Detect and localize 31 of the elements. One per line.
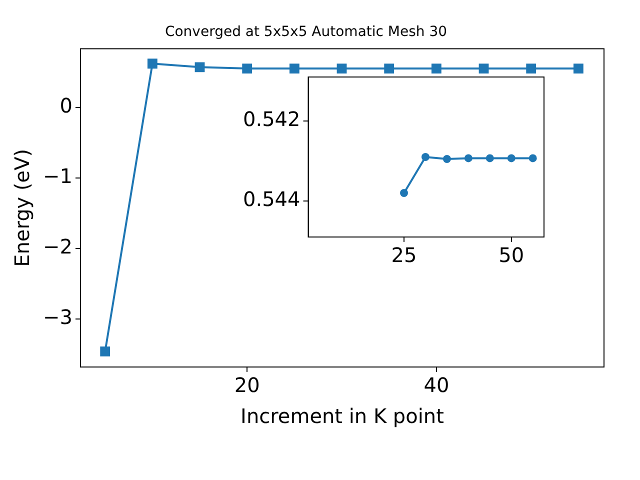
point — [384, 64, 394, 74]
point — [573, 64, 584, 74]
y-axis-title: Energy (eV) — [10, 148, 34, 267]
point — [421, 153, 430, 161]
y-tick-label: 0.544 — [242, 187, 300, 212]
point — [431, 64, 442, 74]
point — [289, 64, 300, 74]
point — [486, 154, 494, 162]
x-tick-label: 20 — [234, 373, 260, 398]
x-tick-label: 40 — [424, 373, 450, 398]
y-tick-label: −1 — [43, 164, 72, 188]
point — [100, 346, 110, 356]
y-tick-label: −2 — [43, 234, 72, 259]
y-tick-label: −3 — [43, 305, 72, 330]
y-tick-label: 0.542 — [242, 107, 300, 132]
point — [147, 58, 158, 69]
point — [336, 64, 347, 74]
x-axis-title: Increment in K point — [240, 404, 444, 428]
point — [242, 64, 252, 74]
y-tick-label: 0 — [60, 94, 72, 118]
point — [442, 155, 451, 163]
point — [507, 154, 516, 162]
point — [526, 64, 536, 74]
point — [528, 154, 537, 162]
x-tick-label: 50 — [498, 243, 524, 268]
point — [464, 154, 472, 162]
point — [400, 189, 408, 197]
x-tick-label: 25 — [391, 243, 417, 268]
point — [478, 64, 489, 74]
point — [194, 62, 205, 72]
chart-title: Converged at 5x5x5 Automatic Mesh 30 — [164, 24, 448, 40]
